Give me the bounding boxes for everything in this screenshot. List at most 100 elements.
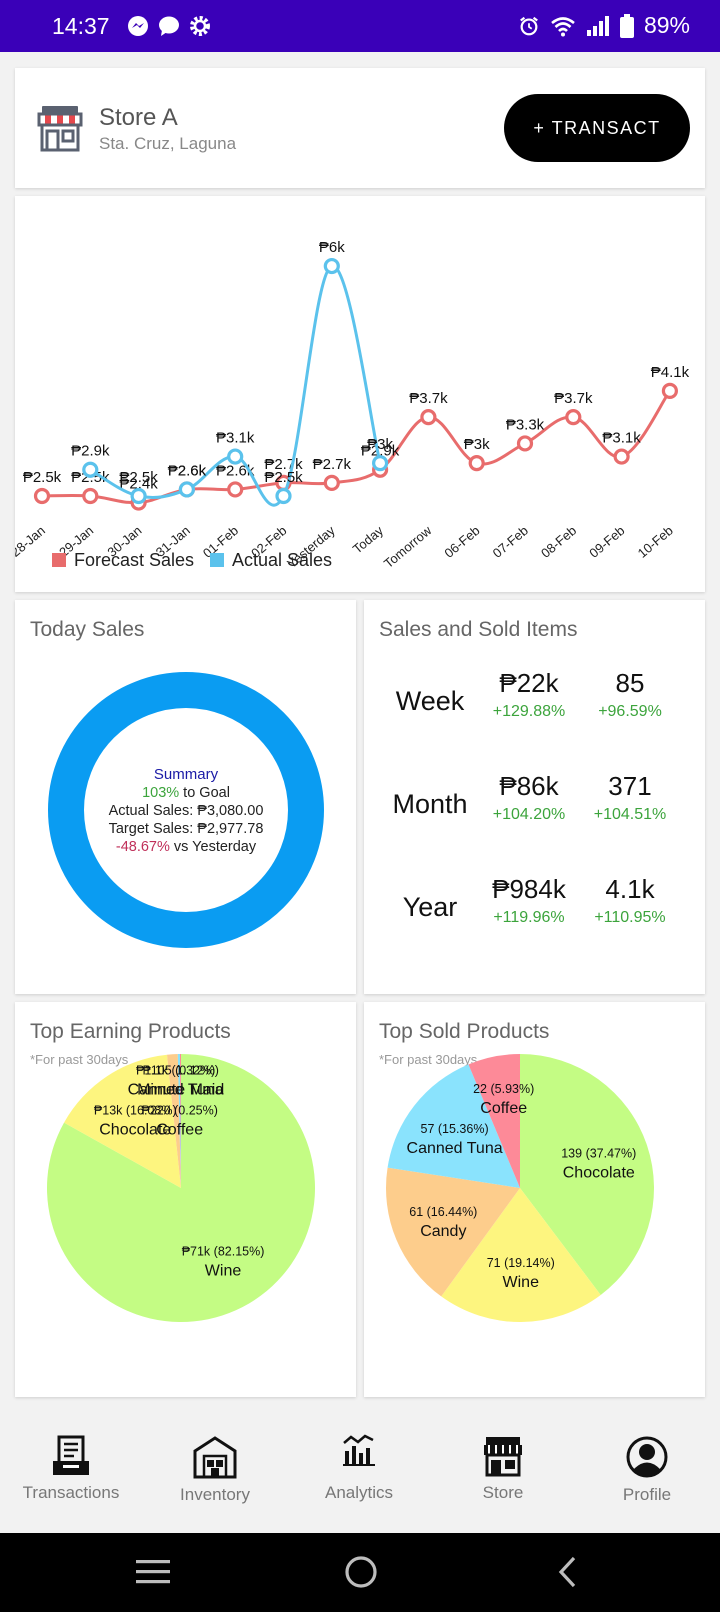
nav-label: Inventory xyxy=(180,1485,250,1504)
nav-analytics[interactable]: Analytics xyxy=(289,1431,429,1503)
data-label-forecast: ₱3.7k xyxy=(554,390,593,407)
system-navigation-bar xyxy=(0,1533,720,1612)
data-point-forecast[interactable] xyxy=(33,487,51,505)
nav-profile[interactable]: Profile xyxy=(577,1435,717,1505)
stat-items-percent: +110.95% xyxy=(594,909,666,926)
stat-period: Year xyxy=(402,892,458,922)
top-earning-pie-chart: ₱71k (82.15%) Wine ₱13k (16.08%) Chocolate ₱… xyxy=(47,1054,315,1322)
pie-name-label-coffee: Coffee xyxy=(156,1122,203,1139)
data-point-actual[interactable] xyxy=(130,487,147,505)
top-sold-products-card: Top Sold Products *For past 30days 139 (… xyxy=(364,1002,705,1397)
x-tick-label: 06-Feb xyxy=(441,523,482,561)
pie-slice-canned-tuna[interactable] xyxy=(166,1054,181,1188)
nav-transactions[interactable]: Transactions xyxy=(1,1435,141,1503)
x-tick-label: 07-Feb xyxy=(490,523,531,561)
sales-sold-items-card: Sales and Sold Items Week ₱22k +129.88% … xyxy=(364,600,705,994)
store-header-card: Store A Sta. Cruz, Laguna + TRANSACT xyxy=(15,68,705,188)
data-point-actual[interactable] xyxy=(323,257,340,275)
data-label-actual: ₱2.5k xyxy=(119,469,158,486)
data-point-forecast[interactable] xyxy=(82,487,99,505)
nav-label: Profile xyxy=(622,1485,672,1504)
pie-slice-chocolate[interactable] xyxy=(520,1054,654,1295)
x-tick-label: 10-Feb xyxy=(635,523,676,561)
x-tick-label: 09-Feb xyxy=(586,523,627,561)
legend-swatch-actual xyxy=(210,553,224,567)
pie-slice-candy[interactable] xyxy=(386,1167,520,1297)
nav-store[interactable]: Store xyxy=(433,1435,573,1503)
nav-label: Analytics xyxy=(324,1483,394,1502)
pie-value-label-chocolate: ₱13k (16.08%) xyxy=(94,1104,177,1118)
pie-name-label-chocolate: Chocolate xyxy=(99,1122,171,1139)
pie-name-label-wine: Wine xyxy=(503,1274,540,1291)
battery-percent: 89% xyxy=(643,12,690,38)
stat-sales-value: ₱984k xyxy=(492,874,566,904)
pie-slice-canned-tuna[interactable] xyxy=(387,1064,520,1188)
data-label-actual: ₱2.9k xyxy=(71,443,110,460)
transact-button[interactable]: + TRANSACT xyxy=(504,94,690,162)
pie-value-label-coffee: 22 (5.93%) xyxy=(473,1082,534,1096)
top-sold-title: Top Sold Products xyxy=(379,1020,550,1043)
stat-row-year: Year ₱984k +119.96% 4.1k +110.95% xyxy=(364,872,705,952)
pie-slice-wine[interactable] xyxy=(47,1054,315,1322)
data-point-actual[interactable] xyxy=(372,455,389,472)
stat-items-value: 4.1k xyxy=(605,874,655,904)
data-point-forecast[interactable] xyxy=(468,455,485,472)
stat-period: Month xyxy=(392,789,468,819)
data-point-forecast[interactable] xyxy=(323,474,340,491)
nav-label: Store xyxy=(482,1483,524,1502)
pie-slice-chocolate[interactable] xyxy=(64,1054,181,1188)
pie-slice-coffee[interactable] xyxy=(468,1054,520,1188)
back-icon[interactable] xyxy=(556,1555,578,1589)
stat-row-month: Month ₱86k +104.20% 371 +104.51% xyxy=(364,769,705,849)
data-label-actual: ₱2.5k xyxy=(264,469,303,486)
sales-forecast-chart: ₱2.5k₱2.5k₱2.4k₱2.6k₱2.6k₱2.7k₱2.7k₱2.9k… xyxy=(15,196,705,592)
data-point-actual[interactable] xyxy=(82,461,99,478)
sales-line-chart-svg: ₱2.5k₱2.5k₱2.4k₱2.6k₱2.6k₱2.7k₱2.7k₱2.9k… xyxy=(15,239,690,571)
data-point-actual[interactable] xyxy=(275,487,292,505)
top-earning-subtitle: *For past 30days xyxy=(30,1052,129,1067)
goal-line: 103% to Goal xyxy=(48,784,324,802)
data-point-forecast[interactable] xyxy=(661,382,679,399)
pie-name-label-canned-tuna: Canned Tuna xyxy=(407,1140,503,1157)
pie-slice-minute-maid[interactable] xyxy=(179,1054,181,1188)
series-forecast: ₱2.5k₱2.5k₱2.4k₱2.6k₱2.6k₱2.7k₱2.7k₱2.9k… xyxy=(23,364,690,511)
target-sales: Target Sales: ₱2,977.78 xyxy=(108,821,264,837)
data-point-actual[interactable] xyxy=(178,481,195,498)
goal-text: to Goal xyxy=(179,785,230,801)
x-tick-label: Tomorrow xyxy=(381,522,435,571)
data-label-forecast: ₱3.1k xyxy=(602,430,641,447)
sales-sold-items-title: Sales and Sold Items xyxy=(379,618,578,641)
data-label-actual: ₱2.6k xyxy=(168,462,207,479)
x-tick-label: 28-Jan xyxy=(15,523,48,560)
data-label-actual: ₱6k xyxy=(319,239,345,256)
stat-sales: ₱22k +129.88% xyxy=(474,668,584,721)
pie-slice-coffee[interactable] xyxy=(177,1054,181,1188)
nav-inventory[interactable]: Inventory xyxy=(145,1435,285,1505)
data-point-forecast[interactable] xyxy=(227,481,244,498)
data-label-actual: ₱3k xyxy=(367,436,393,453)
data-point-forecast[interactable] xyxy=(613,448,630,465)
pie-value-label-minute-maid: ₱105 (0.12%) xyxy=(142,1064,218,1078)
today-sales-card: Today Sales Summary 103% to Goal Actual … xyxy=(15,600,356,994)
alarm-icon xyxy=(520,16,538,35)
pie-value-label-chocolate: 139 (37.47%) xyxy=(561,1147,636,1161)
x-tick-label: 08-Feb xyxy=(538,523,579,561)
bottom-navigation: Transactions Inventory Analytics xyxy=(0,1405,720,1533)
stat-items-value: 85 xyxy=(615,668,645,698)
data-label-forecast: ₱2.9k xyxy=(361,443,400,460)
nav-label: Transactions xyxy=(22,1483,120,1502)
chart-legend: Forecast Sales Actual Sales xyxy=(52,550,332,570)
data-point-forecast[interactable] xyxy=(420,409,437,426)
home-icon[interactable] xyxy=(344,1555,378,1589)
storefront-icon xyxy=(37,106,83,152)
data-point-forecast[interactable] xyxy=(565,409,582,426)
data-point-forecast[interactable] xyxy=(516,435,534,452)
pie-value-label-canned-tuna: 57 (15.36%) xyxy=(421,1122,489,1136)
data-point-actual[interactable] xyxy=(227,448,244,465)
stat-sales-value: ₱86k xyxy=(499,771,559,801)
pie-name-label-coffee: Coffee xyxy=(480,1100,527,1117)
stat-sales-value: ₱22k xyxy=(499,668,559,698)
pie-slice-wine[interactable] xyxy=(441,1188,601,1322)
store-location: Sta. Cruz, Laguna xyxy=(99,134,237,153)
recent-apps-icon[interactable] xyxy=(136,1557,170,1587)
